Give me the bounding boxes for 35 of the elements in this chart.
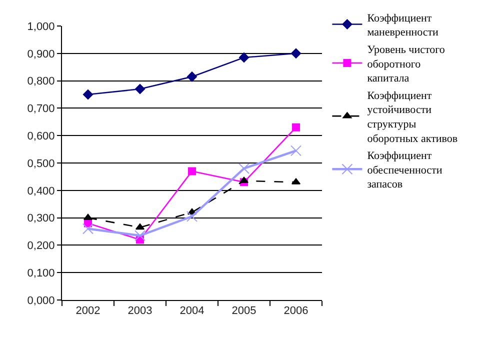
x-tick-label: 2003: [128, 305, 152, 318]
legend-label: Коэффициент устойчивости структуры оборотных активов: [367, 90, 458, 145]
y-tick-label: 0,700: [27, 103, 55, 116]
y-tick-label: 0,800: [27, 76, 55, 88]
x-tick-label: 2004: [180, 305, 204, 318]
y-tick-label: 0,100: [27, 267, 55, 280]
x-tick-label: 2005: [232, 305, 256, 318]
y-tick-label: 0,000: [27, 294, 55, 307]
point: [238, 52, 250, 63]
y-tick-label: 0,300: [27, 212, 55, 225]
point: [134, 230, 146, 242]
point: [290, 145, 302, 156]
y-tick-label: 0,500: [27, 158, 55, 170]
point: [134, 84, 146, 94]
point: [186, 72, 198, 82]
point: [188, 167, 196, 176]
point: [239, 176, 249, 184]
point: [292, 123, 300, 132]
point: [290, 48, 302, 58]
x-tick-label: 2006: [284, 305, 308, 318]
point: [83, 214, 93, 220]
point: [82, 89, 94, 100]
y-tick-label: 0,400: [27, 185, 55, 198]
y-tick-label: 0,900: [27, 48, 55, 60]
point: [135, 223, 145, 230]
point: [82, 223, 94, 234]
legend-label: Уровень чистого оборотного капитала: [367, 44, 446, 85]
y-tick-label: 0,200: [27, 240, 55, 252]
point: [238, 162, 250, 174]
y-tick-label: 1,000: [27, 20, 55, 33]
legend-label: Коэффициент обеспеченности запасов: [367, 150, 442, 191]
point: [186, 210, 198, 222]
legend-label: Коэффициент маневренности: [367, 12, 439, 39]
y-tick-label: 0,600: [27, 130, 55, 142]
x-tick-label: 2002: [76, 305, 100, 318]
